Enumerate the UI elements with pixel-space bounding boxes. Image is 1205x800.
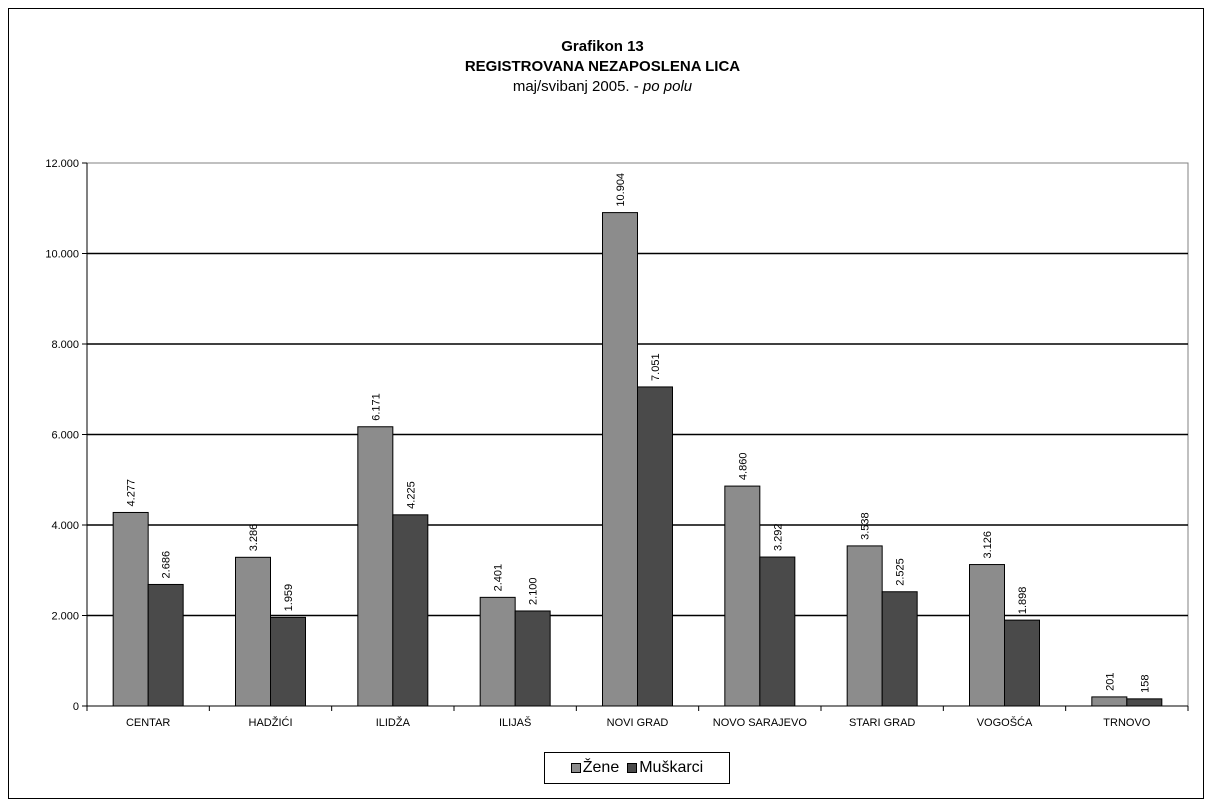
bar-muskarci [270, 616, 306, 707]
x-tick-label: NOVO SARAJEVO [713, 717, 808, 729]
y-tick-label: 0 [73, 701, 79, 713]
bar-zene [846, 545, 883, 707]
x-tick-label: NOVI GRAD [607, 717, 669, 729]
data-label: 3.292 [772, 524, 784, 552]
data-label: 10.904 [615, 173, 627, 207]
subtitle-by-gender-text: po polu [642, 78, 693, 95]
x-tick-label: ILIJAŠ [499, 716, 531, 729]
data-label: 3.126 [982, 531, 994, 559]
y-tick-label: 2.000 [51, 611, 79, 623]
y-tick-label: 6.000 [51, 430, 79, 442]
bar-muskarci [759, 556, 796, 707]
bar-muskarci [392, 514, 429, 707]
data-label: 2.100 [528, 577, 540, 605]
data-label: 2.686 [161, 551, 173, 579]
legend-swatch-muskarci [627, 763, 638, 773]
bar-muskarci [1004, 619, 1040, 707]
x-tick-label: VOGOŠĆA [977, 716, 1033, 729]
x-tick-label: HADŽIĆI [249, 716, 293, 729]
bar-zene [479, 596, 516, 707]
y-tick-label: 10.000 [45, 249, 79, 261]
data-label: 2.525 [895, 558, 907, 586]
legend: Žene Muškarci [544, 752, 730, 784]
chart-subtitle: REGISTROVANA NEZAPOSLENA LICA [464, 58, 741, 75]
bar-muskarci [881, 591, 918, 707]
y-tick-label: 4.000 [51, 520, 79, 532]
data-label: 3.538 [860, 512, 872, 540]
title-block: Grafikon 13 REGISTROVANA NEZAPOSLENA LIC… [0, 37, 1205, 97]
bar-muskarci [514, 610, 551, 707]
data-label: 4.860 [737, 453, 749, 481]
data-label: 3.286 [248, 524, 260, 552]
data-label: 1.898 [1017, 587, 1029, 615]
bar-chart: 0 2.000 4.000 6.000 8.000 10.000 12.000 4.277 2.… [45, 158, 1189, 729]
data-label: 7.051 [650, 353, 662, 381]
bar-muskarci [637, 386, 673, 707]
data-label: 4.225 [405, 481, 417, 509]
bar-zene [112, 511, 149, 707]
bar-zene [969, 564, 1005, 707]
y-tick-label: 12.000 [45, 158, 79, 170]
data-label: 1.959 [283, 584, 295, 612]
legend-swatch-zene [570, 763, 581, 773]
subtitle-date-text: maj/svibanj 2005. - [512, 78, 643, 95]
bar-zene [235, 556, 271, 707]
data-label: 6.171 [370, 393, 382, 421]
bar-zene [357, 426, 394, 707]
bar-zene [724, 485, 761, 707]
x-tick-label: STARI GRAD [849, 717, 915, 729]
data-label: 201 [1104, 673, 1116, 691]
bar-zene [602, 212, 638, 707]
y-tick-label: 8.000 [51, 339, 79, 351]
x-tick-label: ILIDŽA [376, 716, 411, 729]
legend-item-zene: Žene [570, 759, 620, 777]
legend-item-muskarci: Muškarci [627, 759, 703, 777]
bar-zene [1091, 696, 1128, 707]
data-label: 4.277 [126, 479, 138, 507]
legend-label-zene: Žene [582, 759, 620, 776]
data-label: 158 [1139, 674, 1151, 692]
legend-label-muskarci: Muškarci [639, 759, 704, 776]
chart-subtitle-date: maj/svibanj 2005. - po polu [0, 77, 1205, 97]
x-tick-label: TRNOVO [1103, 717, 1151, 729]
bar-muskarci [147, 583, 184, 707]
chart-title: Grafikon 13 [561, 38, 644, 55]
x-tick-label: CENTAR [126, 717, 170, 729]
bar-muskarci [1126, 698, 1163, 707]
data-label: 2.401 [493, 564, 505, 592]
